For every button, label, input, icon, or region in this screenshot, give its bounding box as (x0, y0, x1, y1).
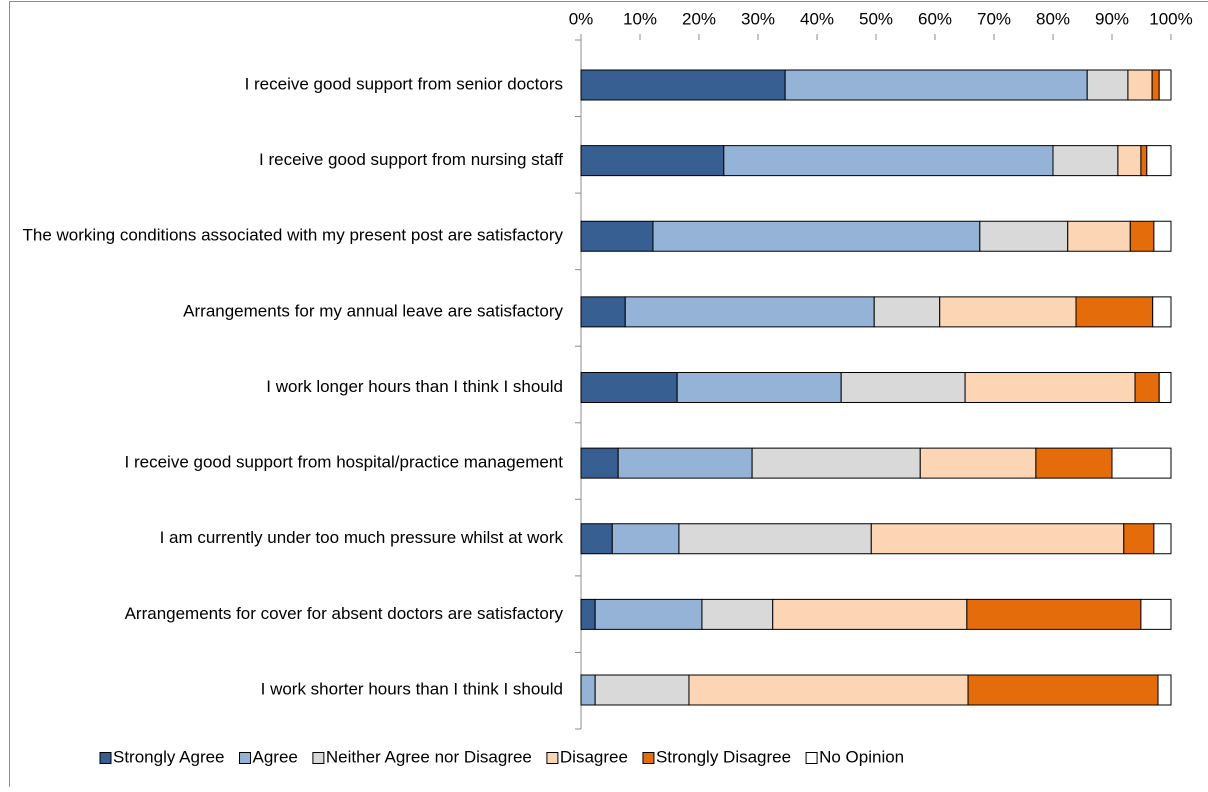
bar-segment (1130, 221, 1154, 251)
bar-segment (581, 448, 618, 478)
x-tick-label: 100% (1149, 9, 1192, 28)
legend-label: Strongly Disagree (656, 747, 791, 766)
legend-label: No Opinion (819, 747, 904, 766)
bar-segment (724, 146, 1053, 176)
bar-segment (618, 448, 752, 478)
category-label: The working conditions associated with m… (23, 226, 564, 245)
legend-label: Strongly Agree (113, 747, 225, 766)
x-tick-label: 40% (800, 9, 834, 28)
bar-segment (1124, 524, 1154, 554)
bar-segment (965, 373, 1135, 403)
category-label: Arrangements for cover for absent doctor… (125, 604, 564, 623)
bar-segment (581, 221, 653, 251)
x-tick-label: 20% (682, 9, 716, 28)
bar-segment (612, 524, 679, 554)
bar-segment (871, 524, 1124, 554)
bar-segment (1128, 70, 1152, 100)
bar-segment (595, 599, 702, 629)
x-tick-label: 30% (741, 9, 775, 28)
bar-segment (581, 373, 677, 403)
bar-segment (581, 524, 612, 554)
bar-segment (1159, 373, 1171, 403)
bar-segment (1053, 146, 1118, 176)
bar-segment (1159, 70, 1171, 100)
bar-segment (967, 599, 1141, 629)
bar-segment (1076, 297, 1153, 327)
bar-segment (679, 524, 871, 554)
bar-segment (625, 297, 874, 327)
x-tick-label: 10% (623, 9, 657, 28)
legend-swatch (806, 753, 817, 764)
legend-label: Neither Agree nor Disagree (326, 747, 532, 766)
bar-segment (940, 297, 1076, 327)
bar-segment (702, 599, 773, 629)
bar-segment (874, 297, 939, 327)
bar-segment (1087, 70, 1128, 100)
bar-segment (1141, 599, 1171, 629)
x-tick-label: 70% (977, 9, 1011, 28)
bar-segment (1036, 448, 1112, 478)
category-label: I receive good support from nursing staf… (259, 150, 563, 169)
bar-segment (677, 373, 841, 403)
bar-segment (1135, 373, 1159, 403)
category-label: I am currently under too much pressure w… (160, 528, 564, 547)
bar-segment (1141, 146, 1147, 176)
bar-segment (841, 373, 965, 403)
bar-segment (1153, 297, 1171, 327)
bar-segment (581, 675, 595, 705)
bar-segment (581, 146, 724, 176)
legend-label: Disagree (560, 747, 628, 766)
bar-segment (1154, 221, 1171, 251)
bar-segment (752, 448, 920, 478)
x-tick-label: 80% (1036, 9, 1070, 28)
bar-segment (1154, 524, 1171, 554)
bar-segment (980, 221, 1068, 251)
category-label: I work longer hours than I think I shoul… (266, 377, 563, 396)
category-label: I receive good support from hospital/pra… (125, 453, 564, 472)
legend-swatch (313, 753, 324, 764)
legend-swatch (643, 753, 654, 764)
bar-segment (595, 675, 689, 705)
bar-segment (1068, 221, 1131, 251)
bar-segment (689, 675, 968, 705)
bar-segment (1118, 146, 1141, 176)
category-label: Arrangements for my annual leave are sat… (183, 301, 563, 320)
legend-label: Agree (253, 747, 298, 766)
legend-swatch (240, 753, 251, 764)
bar-segment (581, 70, 785, 100)
bar-segment (968, 675, 1158, 705)
bar-segment (581, 599, 595, 629)
category-label: I receive good support from senior docto… (245, 74, 563, 93)
category-label: I work shorter hours than I think I shou… (261, 679, 563, 698)
bar-segment (920, 448, 1036, 478)
bar-segment (1112, 448, 1171, 478)
bar-segment (581, 297, 625, 327)
x-tick-label: 0% (569, 9, 594, 28)
bar-segment (1158, 675, 1171, 705)
bar-segment (773, 599, 967, 629)
bar-segment (785, 70, 1087, 100)
bar-segment (1152, 70, 1159, 100)
x-tick-label: 50% (859, 9, 893, 28)
legend-swatch (100, 753, 111, 764)
bar-segment (653, 221, 980, 251)
x-tick-label: 90% (1095, 9, 1129, 28)
x-tick-label: 60% (918, 9, 952, 28)
legend-swatch (547, 753, 558, 764)
bar-segment (1147, 146, 1171, 176)
